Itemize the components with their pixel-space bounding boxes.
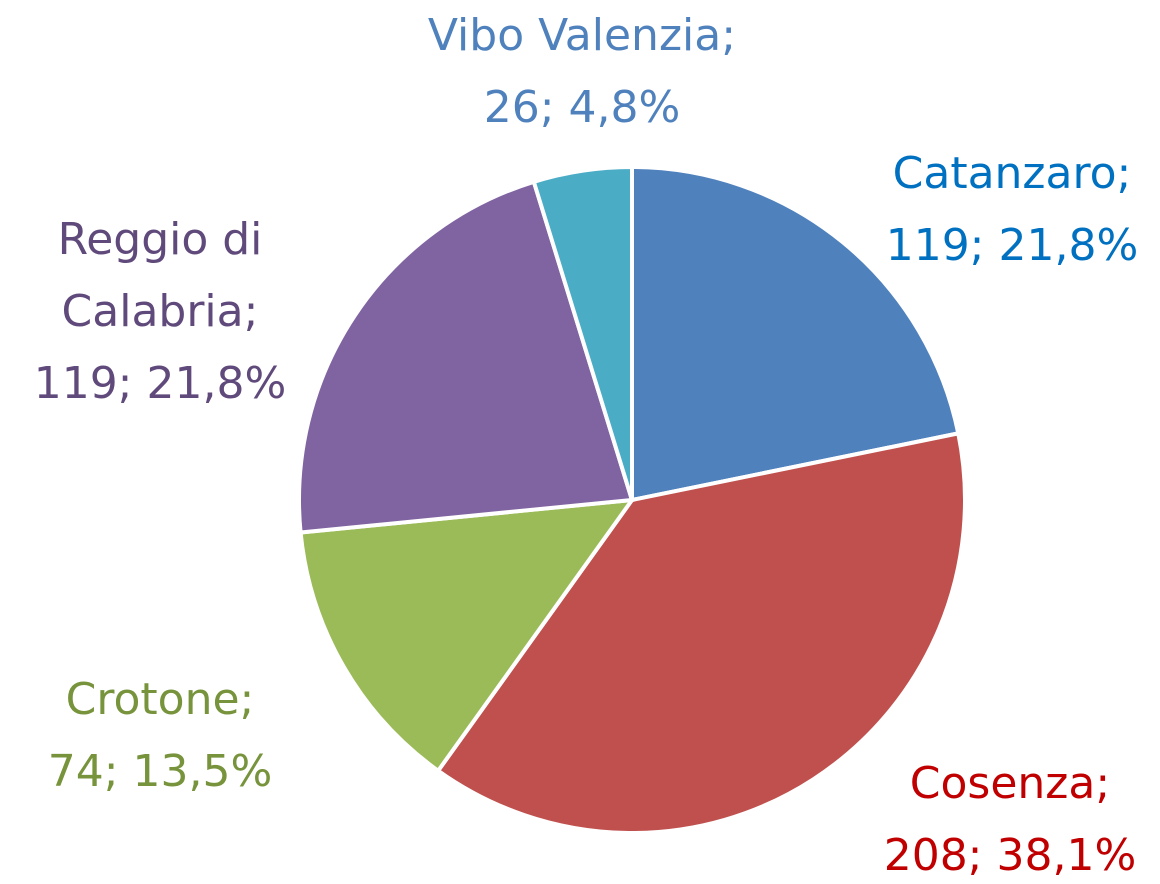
data-label-category: Catanzaro; bbox=[893, 148, 1132, 199]
label-line: Vibo Valenzia bbox=[428, 10, 721, 61]
data-label: Crotone; 74; 13,5% bbox=[48, 674, 273, 797]
label-line: Crotone bbox=[66, 674, 240, 725]
pie-slice bbox=[298, 498, 634, 773]
pie-slice bbox=[297, 179, 634, 535]
label-line: Calabria bbox=[62, 286, 244, 337]
data-label-value: 208; 38,1% bbox=[884, 830, 1137, 881]
label-separator: ; bbox=[1095, 758, 1110, 809]
data-label-category: Cosenza; bbox=[910, 758, 1110, 809]
data-label: Reggio di Calabria; 119; 21,8% bbox=[34, 214, 287, 409]
data-label-category: Reggio di Calabria; bbox=[58, 214, 263, 337]
label-line: Cosenza bbox=[910, 758, 1096, 809]
data-label-value: 26; 4,8% bbox=[484, 82, 681, 133]
data-label-value: 74; 13,5% bbox=[48, 746, 273, 797]
label-separator: ; bbox=[721, 10, 736, 61]
label-separator: ; bbox=[240, 674, 255, 725]
label-separator: ; bbox=[1117, 148, 1132, 199]
pie-slice bbox=[436, 431, 967, 835]
data-label: Catanzaro; 119; 21,8% bbox=[886, 148, 1139, 271]
label-line: Catanzaro bbox=[893, 148, 1117, 199]
pie-slice bbox=[630, 165, 961, 502]
data-label-category: Crotone; bbox=[66, 674, 255, 725]
data-label: Cosenza; 208; 38,1% bbox=[884, 758, 1137, 881]
data-label: Vibo Valenzia; 26; 4,8% bbox=[428, 10, 736, 133]
label-separator: ; bbox=[244, 286, 259, 337]
data-label-value: 119; 21,8% bbox=[34, 358, 287, 409]
pie-slice bbox=[531, 165, 634, 502]
label-line: Reggio di bbox=[58, 214, 263, 265]
data-label-category: Vibo Valenzia; bbox=[428, 10, 736, 61]
data-label-value: 119; 21,8% bbox=[886, 220, 1139, 271]
